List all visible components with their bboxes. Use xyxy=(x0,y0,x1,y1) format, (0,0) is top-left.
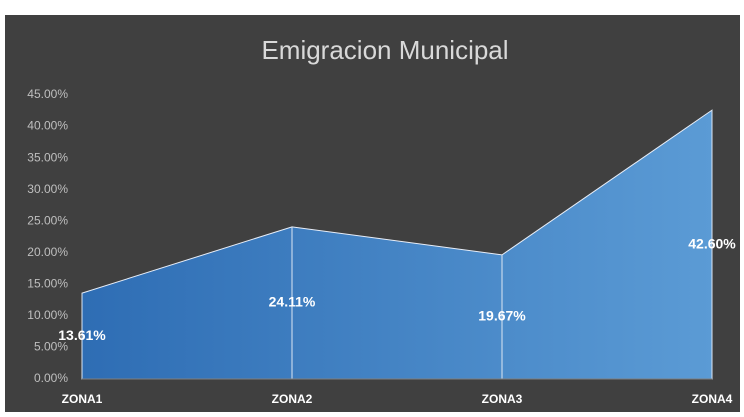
y-tick-label: 5.00% xyxy=(34,340,68,354)
y-tick-label: 10.00% xyxy=(27,308,68,322)
y-tick-label: 25.00% xyxy=(27,213,68,227)
value-label: 24.11% xyxy=(269,294,316,310)
y-tick-label: 30.00% xyxy=(27,182,68,196)
value-label: 42.60% xyxy=(688,235,736,251)
x-tick-label: ZONA1 xyxy=(62,392,103,406)
y-tick-label: 45.00% xyxy=(27,87,68,101)
x-tick-label: ZONA3 xyxy=(482,392,523,406)
y-tick-label: 0.00% xyxy=(34,371,68,385)
value-label: 13.61% xyxy=(58,327,106,343)
chart-title: Emigracion Municipal xyxy=(261,35,508,65)
y-tick-label: 35.00% xyxy=(27,150,68,164)
x-tick-label: ZONA2 xyxy=(272,392,313,406)
y-tick-label: 40.00% xyxy=(27,119,68,133)
y-tick-label: 15.00% xyxy=(27,277,68,291)
y-tick-label: 20.00% xyxy=(27,245,68,259)
x-tick-label: ZONA4 xyxy=(692,392,733,406)
value-label: 19.67% xyxy=(478,308,526,324)
